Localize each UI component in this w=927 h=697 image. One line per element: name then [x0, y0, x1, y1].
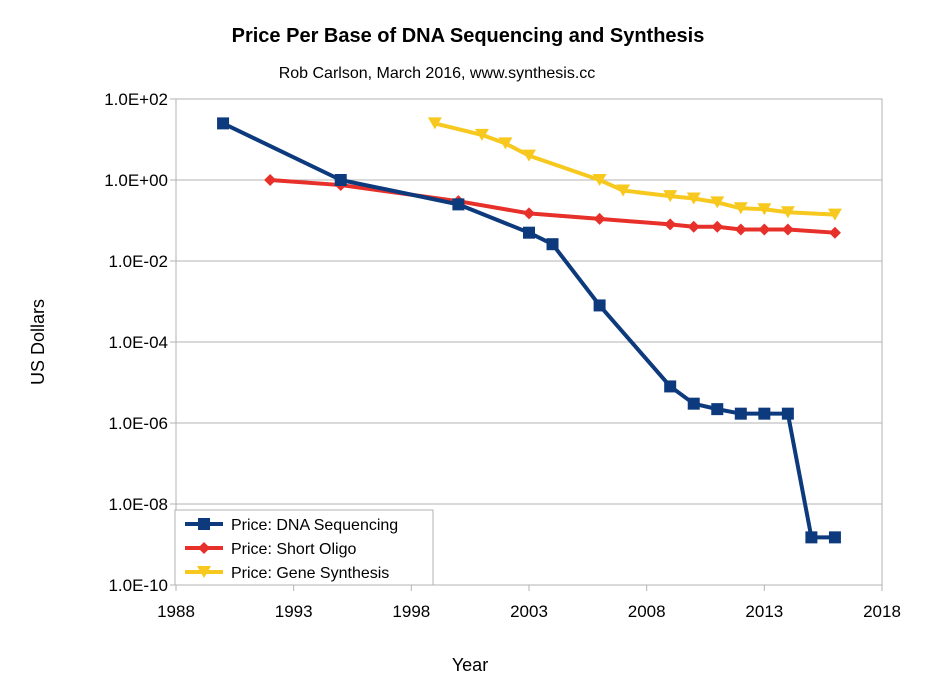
series-line: [222, 121, 835, 540]
legend-label: Price: Gene Synthesis: [231, 565, 389, 582]
chart-subtitle: Rob Carlson, March 2016, www.synthesis.c…: [279, 65, 596, 82]
data-point: [758, 407, 771, 420]
series-line: [434, 121, 836, 217]
legend-label: Price: Short Oligo: [231, 541, 356, 558]
y-tick-label: 1.0E-04: [108, 333, 168, 352]
data-point: [757, 203, 772, 216]
data-point: [827, 208, 842, 221]
data-point: [780, 206, 795, 219]
data-point: [217, 117, 230, 130]
data-point: [781, 407, 794, 420]
data-point: [687, 397, 700, 410]
data-point: [593, 212, 606, 225]
y-tick-label: 1.0E-08: [108, 495, 168, 514]
y-axis-label: US Dollars: [28, 299, 48, 385]
data-point: [734, 223, 747, 236]
data-point: [711, 403, 724, 416]
x-tick-label: 2018: [863, 602, 901, 621]
y-tick-label: 1.0E-02: [108, 252, 168, 271]
data-point: [334, 174, 347, 186]
data-point: [687, 220, 700, 233]
legend-marker: [198, 518, 210, 530]
data-point: [664, 380, 677, 393]
legend-marker: [197, 566, 211, 578]
data-point: [733, 202, 748, 215]
data-point: [427, 117, 442, 130]
series-price-gene-synthesis: [427, 117, 842, 221]
data-point: [828, 531, 841, 544]
y-tick-label: 1.0E+02: [104, 90, 168, 109]
x-tick-label: 2003: [510, 602, 548, 621]
data-point: [664, 218, 677, 231]
data-point: [523, 226, 535, 239]
x-tick-label: 1988: [157, 602, 195, 621]
legend-label: Price: DNA Sequencing: [231, 517, 398, 534]
data-point: [264, 174, 277, 186]
y-tick-label: 1.0E-10: [108, 576, 168, 595]
data-point: [758, 223, 771, 236]
series-price-dna-sequencing: [217, 117, 841, 544]
data-point: [686, 192, 701, 205]
data-point: [498, 137, 513, 150]
data-point: [523, 207, 535, 220]
data-point: [592, 174, 607, 186]
series-line: [269, 178, 836, 235]
x-tick-label: 1993: [275, 602, 313, 621]
x-tick-label: 2013: [745, 602, 783, 621]
data-point: [828, 226, 841, 239]
data-point: [616, 184, 631, 197]
legend: Price: DNA Sequencing Price: Short Oligo P…: [174, 509, 434, 586]
data-point: [710, 196, 725, 209]
legend-marker: [198, 542, 210, 554]
x-tick-label: 2008: [628, 602, 666, 621]
data-point: [474, 128, 489, 141]
data-point: [593, 299, 606, 312]
data-point: [711, 220, 724, 233]
y-tick-label: 1.0E-06: [108, 414, 168, 433]
chart-title: Price Per Base of DNA Sequencing and Syn…: [232, 25, 705, 47]
data-point: [546, 238, 559, 251]
y-tick-label: 1.0E+00: [104, 171, 168, 190]
data-point: [734, 407, 747, 420]
data-point: [805, 531, 818, 544]
x-axis-label: Year: [452, 655, 488, 675]
x-tick-label: 1998: [392, 602, 430, 621]
data-point: [522, 149, 536, 162]
data-point: [663, 190, 678, 203]
data-point: [452, 198, 465, 211]
data-point: [781, 223, 794, 236]
